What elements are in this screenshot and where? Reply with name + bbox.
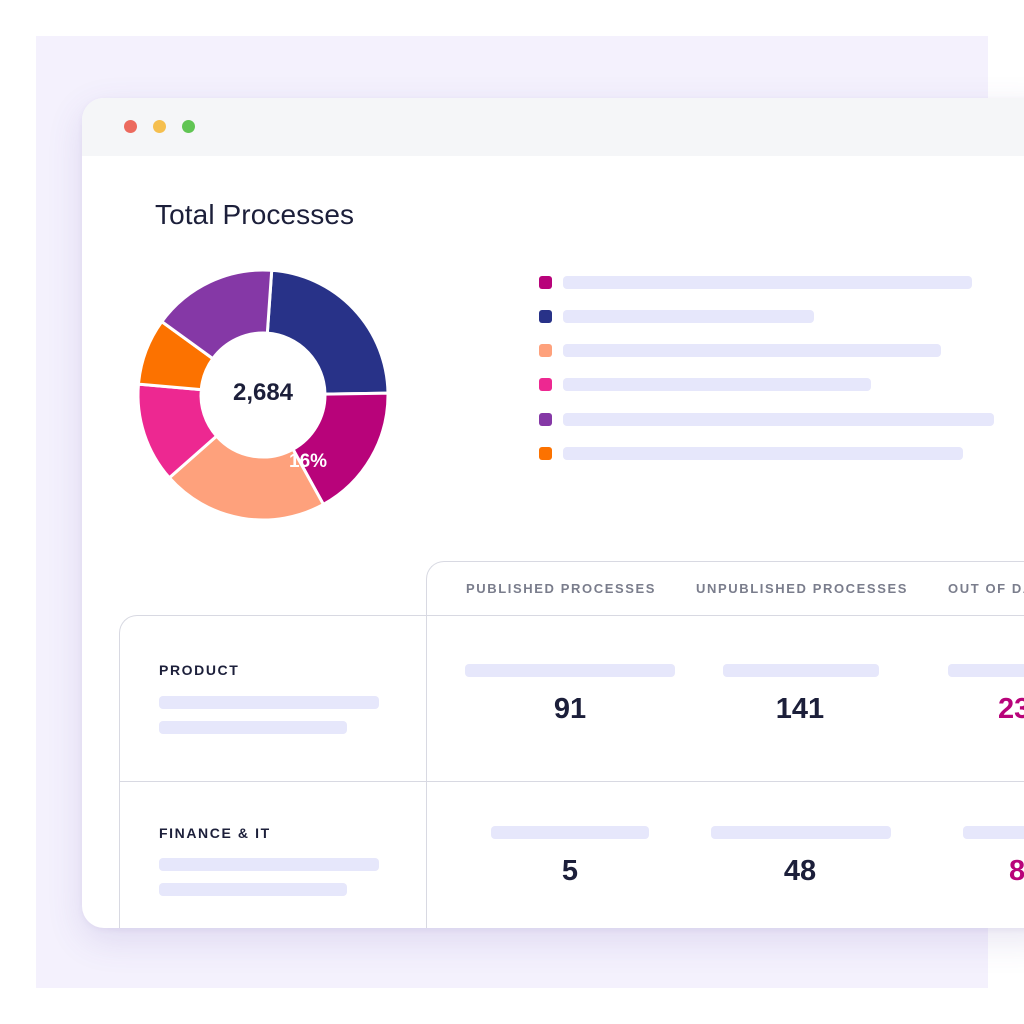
cell-placeholder-bar — [465, 664, 675, 677]
column-divider — [426, 615, 427, 928]
table-body-panel — [119, 615, 1024, 928]
donut-segment[interactable] — [160, 268, 274, 361]
window-maximize-dot[interactable] — [182, 120, 195, 133]
legend-placeholder-bar — [563, 344, 941, 357]
legend-swatch — [539, 413, 552, 426]
cell-placeholder-bar — [723, 664, 879, 677]
legend-placeholder-bar — [563, 447, 963, 460]
legend-placeholder-bar — [563, 378, 871, 391]
donut-segment[interactable] — [265, 268, 390, 396]
column-header-unpublished: UNPUBLISHED PROCESSES — [696, 581, 909, 596]
window-minimize-dot[interactable] — [153, 120, 166, 133]
legend-placeholder-bar — [563, 276, 972, 289]
app-window: Total Processes 2,684 16% — [82, 98, 1024, 928]
donut-chart: 2,684 — [128, 260, 398, 530]
cell-value-out-of-date: 23 — [998, 693, 1024, 725]
donut-highlight-label: 16% — [289, 451, 328, 472]
row-label-finance-it: FINANCE & IT — [159, 825, 271, 841]
window-close-dot[interactable] — [124, 120, 137, 133]
cell-value-out-of-date: 8 — [1009, 855, 1024, 887]
legend-placeholder-bar — [563, 310, 814, 323]
cell-placeholder-bar — [948, 664, 1024, 677]
cell-placeholder-bar — [963, 826, 1024, 839]
legend-swatch — [539, 447, 552, 460]
row-label-product: PRODUCT — [159, 662, 240, 678]
row-placeholder-bar — [159, 696, 379, 709]
cell-placeholder-bar — [711, 826, 891, 839]
column-header-published: PUBLISHED PROCESSES — [466, 581, 657, 596]
row-placeholder-bar — [159, 721, 347, 734]
legend-swatch — [539, 276, 552, 289]
row-placeholder-bar — [159, 883, 347, 896]
donut-total: 2,684 — [232, 379, 294, 406]
window-titlebar — [82, 98, 1024, 156]
panel-title: Total Processes — [155, 199, 355, 230]
cell-value-unpublished: 141 — [775, 693, 825, 725]
legend-swatch — [539, 378, 552, 391]
donut-segment[interactable] — [167, 434, 325, 522]
cell-value-published: 91 — [553, 693, 587, 725]
column-header-out-of-date: OUT OF DA — [948, 581, 1024, 596]
cell-value-published: 5 — [561, 855, 579, 887]
legend-swatch — [539, 310, 552, 323]
donut-svg — [136, 268, 390, 522]
row-placeholder-bar — [159, 858, 379, 871]
legend-placeholder-bar — [563, 413, 994, 426]
legend-swatch — [539, 344, 552, 357]
cell-value-unpublished: 48 — [783, 855, 817, 887]
cell-placeholder-bar — [491, 826, 649, 839]
row-divider — [120, 781, 1024, 782]
